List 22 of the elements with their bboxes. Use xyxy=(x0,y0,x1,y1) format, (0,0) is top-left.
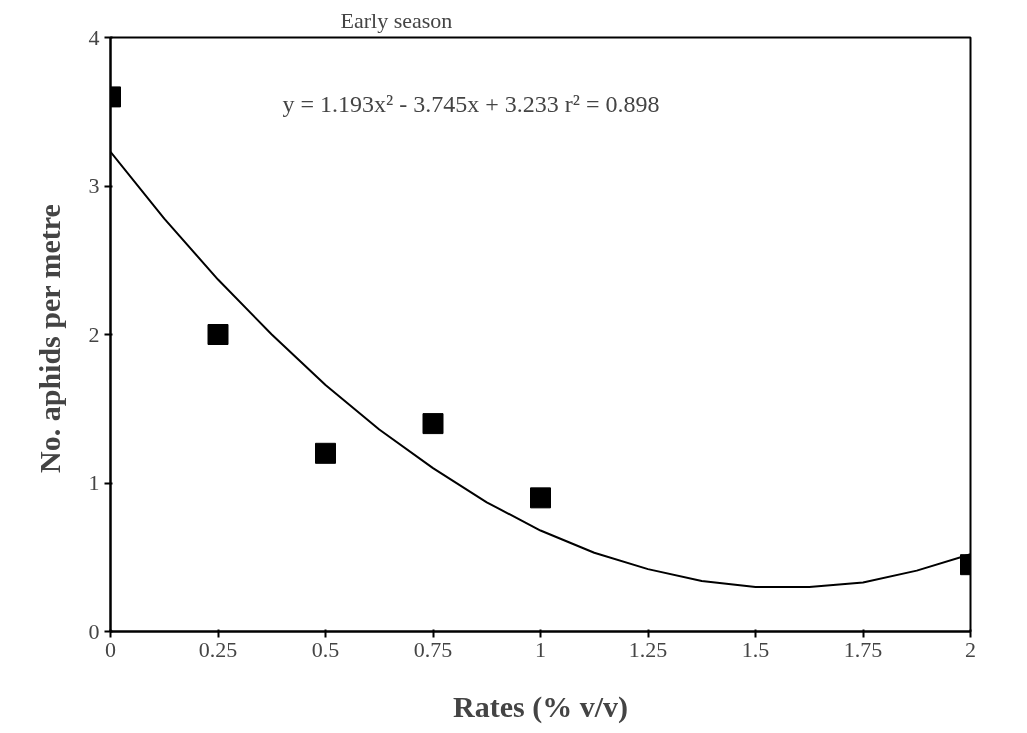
y-tick-label: 4 xyxy=(88,24,100,50)
x-tick-label: 0.25 xyxy=(198,636,238,662)
x-axis-title: Rates (% v/v) xyxy=(453,689,628,724)
point xyxy=(315,442,336,464)
x-tick-label: 1.75 xyxy=(843,636,883,662)
annotation: y = 1.193x² - 3.745x + 3.233 r² = 0.898 xyxy=(282,91,660,118)
x-tick-label: 1.25 xyxy=(628,636,668,662)
point xyxy=(207,324,229,345)
y-axis-title: No. aphids per metre xyxy=(32,204,66,473)
y-tick-label: 1 xyxy=(88,470,100,495)
x-tick-label: 2 xyxy=(965,636,976,662)
y-tick-label: 3 xyxy=(88,173,100,198)
x-tick-label: 1 xyxy=(535,636,546,662)
x-tick-label: 0.75 xyxy=(413,636,453,662)
x-tick-label: 0 xyxy=(105,636,116,662)
y-tick-label: 2 xyxy=(88,321,100,347)
point xyxy=(530,487,551,509)
x-tick-label: 0.5 xyxy=(311,636,340,662)
point xyxy=(422,413,444,435)
y-tick-label: 0 xyxy=(88,618,100,644)
chart-title: Early season xyxy=(340,7,453,33)
x-tick-label: 1.5 xyxy=(741,636,770,662)
